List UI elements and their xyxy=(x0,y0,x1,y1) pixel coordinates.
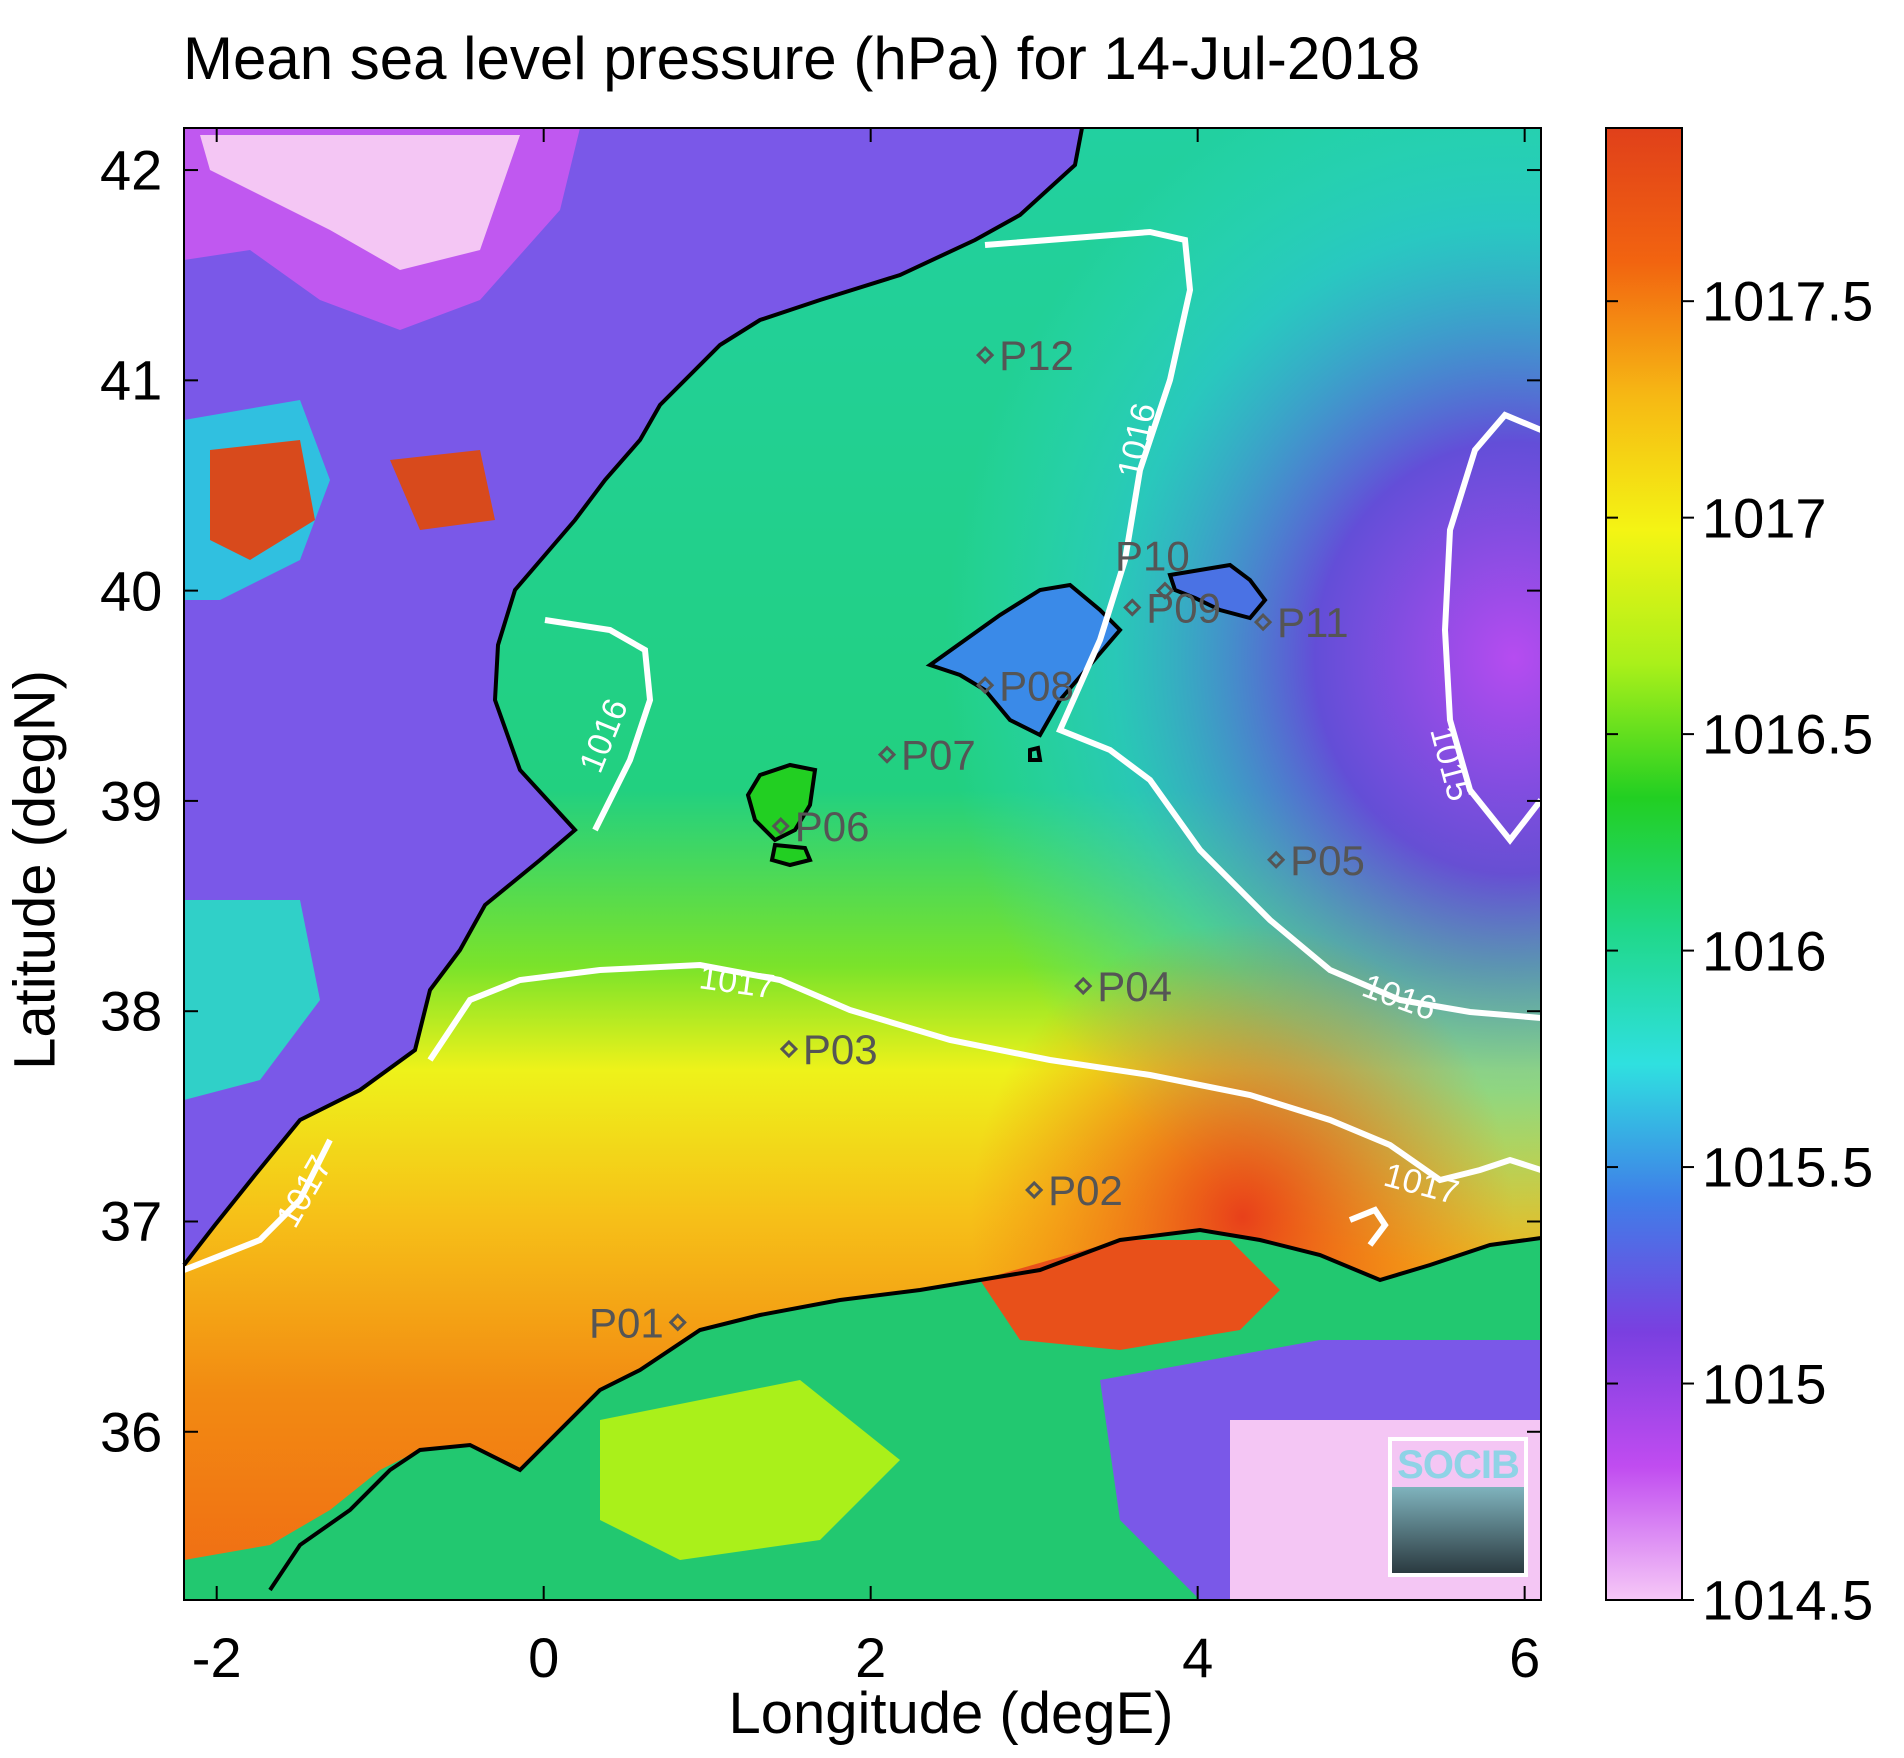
station-label: P02 xyxy=(1048,1167,1123,1214)
colorbar-tick-label: 1017 xyxy=(1702,486,1827,550)
island-mallorca xyxy=(930,585,1120,735)
land-iberia-relief-5 xyxy=(390,450,495,530)
coastline-formentera xyxy=(769,842,813,868)
station-label: P07 xyxy=(901,732,976,779)
colorbar-gradient xyxy=(1605,127,1683,1601)
station-marker xyxy=(1074,976,1093,996)
station-marker xyxy=(1123,598,1142,617)
station-marker xyxy=(1253,613,1273,632)
land-africa-relief-4 xyxy=(600,1380,900,1560)
station-marker xyxy=(975,676,995,695)
y-tick-label: 37 xyxy=(100,1189,163,1253)
coastlines xyxy=(182,127,1542,1592)
station-marker xyxy=(877,745,897,764)
isobars xyxy=(184,228,1541,1273)
y-axis-label: Latitude (degN) xyxy=(2,670,68,1070)
coastline-africa xyxy=(268,1227,1542,1592)
station-label: P05 xyxy=(1290,837,1365,884)
station-p08: P08 xyxy=(975,662,1074,709)
y-tick-label: 42 xyxy=(100,138,163,202)
isobar-1017-main xyxy=(427,961,1541,1184)
station-p06: P06 xyxy=(771,803,870,850)
isobar-1016-north xyxy=(984,228,1541,1021)
colorbar-tick-label: 1014.5 xyxy=(1702,1568,1874,1632)
colorbar-ticks xyxy=(1606,300,1694,1601)
station-label: P10 xyxy=(1115,533,1190,580)
colorbar-tick-label: 1016.5 xyxy=(1702,702,1874,766)
station-label: P06 xyxy=(795,803,870,850)
station-p03: P03 xyxy=(779,1026,878,1073)
station-label: P12 xyxy=(999,332,1074,379)
x-tick-label: 6 xyxy=(1509,1626,1541,1689)
colorbar-tick-label: 1016 xyxy=(1702,919,1827,983)
x-axis-label: Longitude (degE) xyxy=(728,1681,1174,1746)
station-p10: P10 xyxy=(1115,533,1190,600)
x-tick-label: -2 xyxy=(191,1626,242,1689)
station-p02: P02 xyxy=(1025,1167,1123,1214)
plot-frame xyxy=(183,127,1542,1601)
coastline-mallorca xyxy=(925,582,1123,738)
isobar-1015-east xyxy=(1441,411,1541,845)
isobar-1017-africa xyxy=(1348,1206,1389,1247)
station-p11: P11 xyxy=(1253,599,1349,646)
coastline-ibiza xyxy=(745,762,818,843)
colorbar-tick-label: 1015 xyxy=(1702,1352,1827,1416)
x-axis-ticks xyxy=(215,128,1526,1600)
coastline-menorca xyxy=(1167,562,1268,621)
island-formentera xyxy=(772,845,810,865)
chart-title: Mean sea level pressure (hPa) for 14-Jul… xyxy=(183,25,1421,92)
land-iberia-relief-2 xyxy=(200,135,520,270)
station-label: P01 xyxy=(589,1299,664,1346)
y-tick-label: 41 xyxy=(100,348,163,412)
coastline-columbretes xyxy=(1028,745,1043,762)
station-marker xyxy=(1267,850,1286,869)
x-tick-label: 4 xyxy=(1182,1626,1214,1689)
station-label: P04 xyxy=(1097,963,1172,1010)
station-marker xyxy=(1155,581,1175,600)
y-tick-label: 36 xyxy=(100,1400,163,1464)
land-iberia-relief-4 xyxy=(210,440,315,560)
station-label: P03 xyxy=(803,1026,878,1073)
island-menorca xyxy=(1170,565,1265,618)
y-tick-label: 40 xyxy=(100,559,163,623)
station-p07: P07 xyxy=(877,732,976,779)
colorbar xyxy=(1605,127,1694,1601)
isobar-1016-west xyxy=(544,617,654,832)
coastline-iberia xyxy=(182,127,1084,1267)
socib-logo: SOCIB xyxy=(1388,1437,1528,1577)
colorbar-tick-label: 1017.5 xyxy=(1702,269,1874,333)
x-tick-label: 0 xyxy=(528,1626,560,1689)
station-label: P08 xyxy=(999,662,1074,709)
station-p04: P04 xyxy=(1074,963,1172,1010)
land-iberia xyxy=(184,128,1082,1265)
land-africa-relief-1 xyxy=(980,1240,1280,1350)
station-p12: P12 xyxy=(975,332,1074,379)
station-p01: P01 xyxy=(589,1299,687,1346)
isobar-1017-sw xyxy=(184,1138,333,1273)
station-marker xyxy=(1025,1180,1044,1200)
station-marker xyxy=(779,1039,799,1059)
station-marker xyxy=(771,817,790,836)
x-tick-label: 2 xyxy=(855,1626,887,1689)
station-p05: P05 xyxy=(1267,837,1365,884)
y-axis-ticks xyxy=(184,169,1541,1433)
land-iberia-relief-6 xyxy=(184,900,320,1100)
station-marker xyxy=(975,345,995,365)
y-tick-label: 38 xyxy=(100,979,163,1043)
station-marker xyxy=(668,1313,687,1332)
station-label: P11 xyxy=(1277,599,1349,646)
colorbar-tick-label: 1015.5 xyxy=(1702,1135,1874,1199)
logo-text: SOCIB xyxy=(1397,1443,1520,1487)
logo-background xyxy=(1392,1487,1524,1573)
y-tick-label: 39 xyxy=(100,769,163,833)
